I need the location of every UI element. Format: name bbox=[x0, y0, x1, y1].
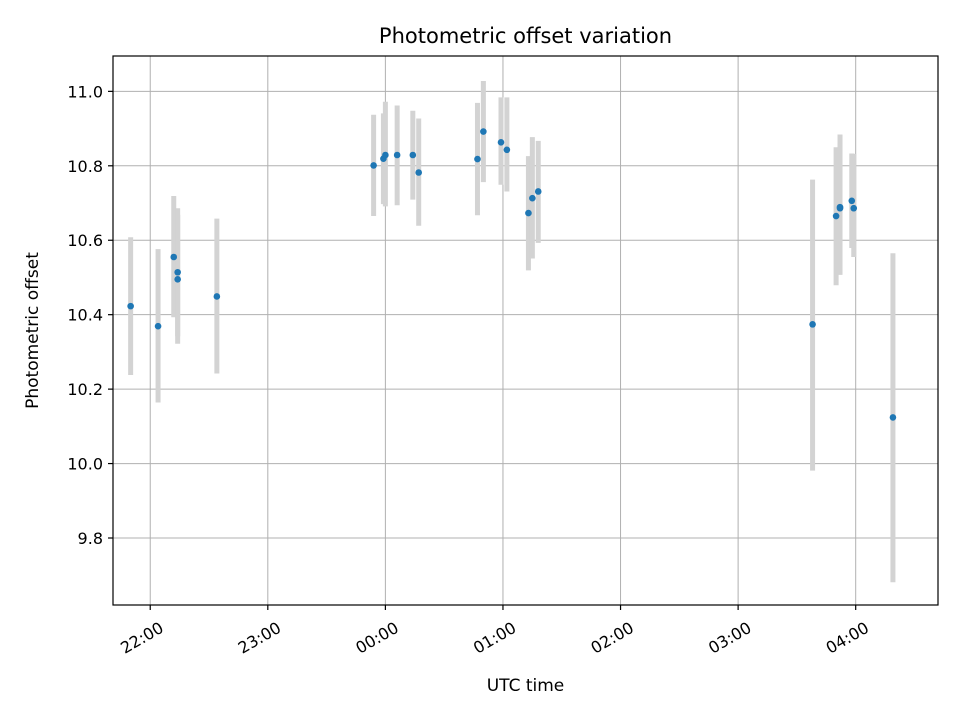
data-point bbox=[809, 321, 816, 328]
data-point bbox=[529, 194, 536, 202]
x-axis-title: UTC time bbox=[487, 676, 565, 696]
data-point bbox=[409, 151, 417, 159]
x-tick-label: 01:00 bbox=[470, 618, 519, 658]
x-tick-label: 00:00 bbox=[352, 618, 401, 658]
chart-title: Photometric offset variation bbox=[379, 24, 672, 48]
x-tick-label: 23:00 bbox=[235, 618, 284, 658]
axis-ticks: 22:00 23:00 00:00 01:00 02:00 03:00 04:00 9.8 10… bbox=[67, 82, 872, 657]
data-point bbox=[832, 212, 840, 220]
data-point bbox=[415, 169, 423, 176]
y-tick-label: 10.8 bbox=[67, 157, 103, 176]
data-point bbox=[525, 209, 532, 217]
data-point bbox=[174, 276, 181, 283]
plot-frame bbox=[112, 55, 939, 606]
x-tick-label: 22:00 bbox=[117, 618, 166, 658]
data-point bbox=[497, 139, 505, 146]
data-point bbox=[393, 151, 401, 159]
y-axis-title: Photometric offset bbox=[23, 252, 43, 409]
data-point bbox=[127, 302, 134, 310]
data-point bbox=[534, 188, 542, 195]
x-tick-label: 04:00 bbox=[823, 618, 872, 658]
data-point bbox=[850, 204, 858, 212]
data-point bbox=[370, 162, 377, 169]
data-points bbox=[127, 128, 897, 421]
data-point bbox=[382, 151, 389, 159]
y-tick-label: 11.0 bbox=[67, 82, 103, 101]
data-point bbox=[503, 146, 511, 154]
y-tick-label: 10.2 bbox=[67, 380, 103, 399]
error-bars bbox=[128, 80, 896, 583]
x-tick-label: 03:00 bbox=[705, 618, 754, 658]
data-point bbox=[848, 197, 856, 205]
data-point bbox=[836, 204, 844, 212]
data-point bbox=[174, 268, 181, 276]
y-tick-label: 10.6 bbox=[67, 231, 103, 250]
y-tick-label: 9.8 bbox=[78, 529, 103, 548]
data-point bbox=[213, 293, 221, 300]
y-tick-label: 10.4 bbox=[67, 306, 103, 325]
data-point bbox=[480, 128, 487, 135]
data-point bbox=[889, 414, 897, 421]
y-tick-label: 10.0 bbox=[67, 455, 103, 474]
x-tick-label: 02:00 bbox=[588, 618, 637, 658]
data-point bbox=[170, 253, 178, 261]
grid bbox=[113, 56, 938, 605]
data-point bbox=[474, 155, 481, 163]
data-point bbox=[154, 322, 162, 330]
